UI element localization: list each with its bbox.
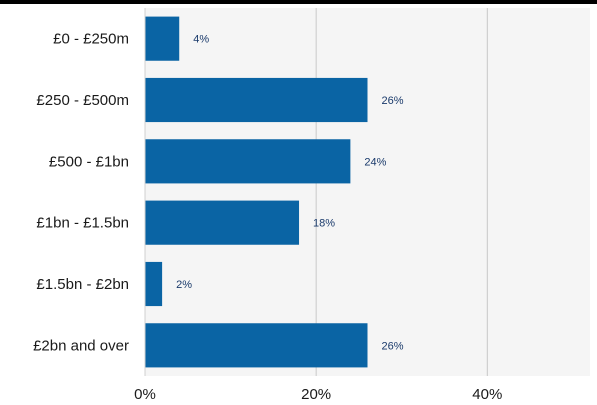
data-label: 18%: [313, 218, 335, 230]
x-tick-label: 20%: [301, 386, 331, 403]
bar: [145, 200, 300, 245]
bar: [145, 323, 368, 368]
top-rule: [0, 0, 597, 4]
category-label: £1bn - £1.5bn: [36, 215, 129, 232]
category-label: £500 - £1bn: [49, 153, 129, 170]
category-label: £250 - £500m: [36, 92, 129, 109]
category-label: £1.5bn - £2bn: [36, 276, 129, 293]
bars: [145, 16, 368, 368]
data-label: 26%: [382, 95, 404, 107]
gridlines: [315, 8, 488, 376]
x-tick-label: 40%: [472, 386, 502, 403]
category-labels: £0 - £250m £250 - £500m £500 - £1bn £1bn - …: [33, 31, 129, 355]
plot-area: [145, 8, 590, 376]
data-label: 26%: [382, 340, 404, 352]
bar: [145, 261, 163, 307]
data-labels: 4% 26% 24% 18% 2% 26%: [176, 34, 404, 353]
category-label: £0 - £250m: [53, 31, 129, 48]
category-label: £2bn and over: [33, 337, 129, 354]
x-tick-label: 0%: [134, 386, 156, 403]
data-label: 2%: [176, 279, 192, 291]
x-axis-tick-labels: 0% 20% 40%: [134, 386, 502, 403]
bar: [145, 16, 180, 61]
bar: [145, 77, 368, 123]
data-label: 24%: [364, 156, 386, 168]
bar: [145, 139, 351, 184]
data-label: 4%: [193, 34, 209, 46]
